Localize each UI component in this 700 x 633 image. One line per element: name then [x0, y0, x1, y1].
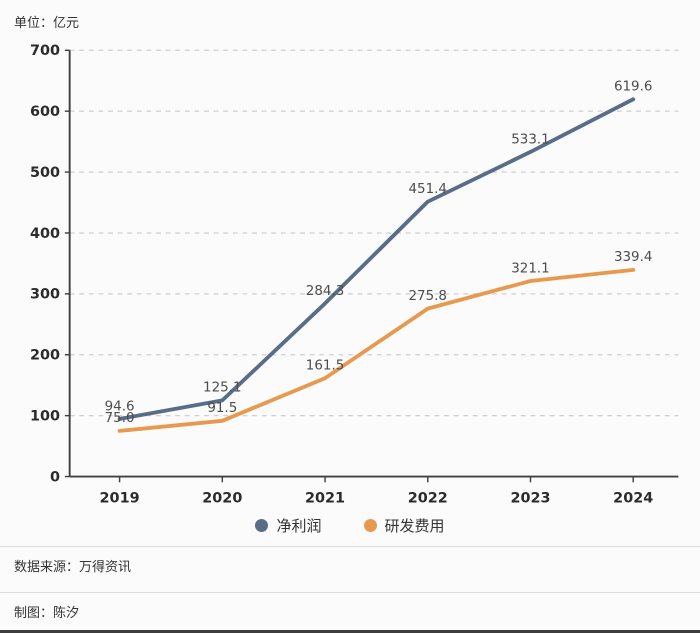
legend-dot-rnd-expense	[363, 519, 377, 533]
legend-item-rnd-expense: 研发费用	[363, 515, 445, 536]
svg-text:2020: 2020	[202, 491, 242, 507]
svg-text:2022: 2022	[408, 491, 448, 507]
svg-text:125.1: 125.1	[203, 381, 241, 396]
svg-text:0: 0	[50, 469, 60, 485]
svg-text:451.4: 451.4	[409, 182, 447, 197]
svg-text:2019: 2019	[100, 491, 140, 507]
svg-text:600: 600	[30, 104, 60, 120]
svg-text:300: 300	[30, 287, 60, 303]
svg-text:400: 400	[30, 226, 60, 242]
svg-text:2021: 2021	[305, 491, 345, 507]
legend-label-rnd-expense: 研发费用	[384, 517, 445, 536]
svg-text:2023: 2023	[510, 491, 550, 507]
line-chart: 0 100 200 300 400 500 600 700 2019 2020 2021 2022 20…	[30, 43, 679, 507]
credit-text: 制图：陈汐	[14, 606, 80, 622]
legend-dot-net-profit	[255, 519, 269, 533]
divider-top	[0, 546, 700, 548]
svg-text:619.6: 619.6	[614, 80, 652, 95]
svg-text:2024: 2024	[613, 491, 653, 507]
svg-text:161.5: 161.5	[306, 359, 344, 374]
svg-text:700: 700	[30, 43, 60, 59]
svg-text:91.5: 91.5	[207, 401, 237, 416]
legend-label-net-profit: 净利润	[276, 517, 322, 536]
svg-text:75.0: 75.0	[105, 411, 135, 426]
svg-text:275.8: 275.8	[409, 289, 447, 304]
chart-legend: 净利润 研发费用	[0, 513, 700, 538]
svg-text:533.1: 533.1	[511, 132, 549, 147]
svg-text:100: 100	[30, 409, 60, 425]
legend-item-net-profit: 净利润	[255, 515, 322, 536]
divider-middle	[0, 592, 700, 594]
svg-text:284.3: 284.3	[306, 284, 344, 299]
unit-label: 单位：亿元	[14, 16, 80, 31]
data-source-text: 数据来源：万得资讯	[14, 560, 132, 576]
svg-text:94.6: 94.6	[105, 399, 135, 414]
svg-text:500: 500	[30, 165, 60, 181]
bottom-rule	[0, 630, 700, 633]
svg-text:339.4: 339.4	[614, 250, 652, 265]
svg-text:321.1: 321.1	[511, 261, 549, 276]
svg-text:200: 200	[30, 348, 60, 364]
